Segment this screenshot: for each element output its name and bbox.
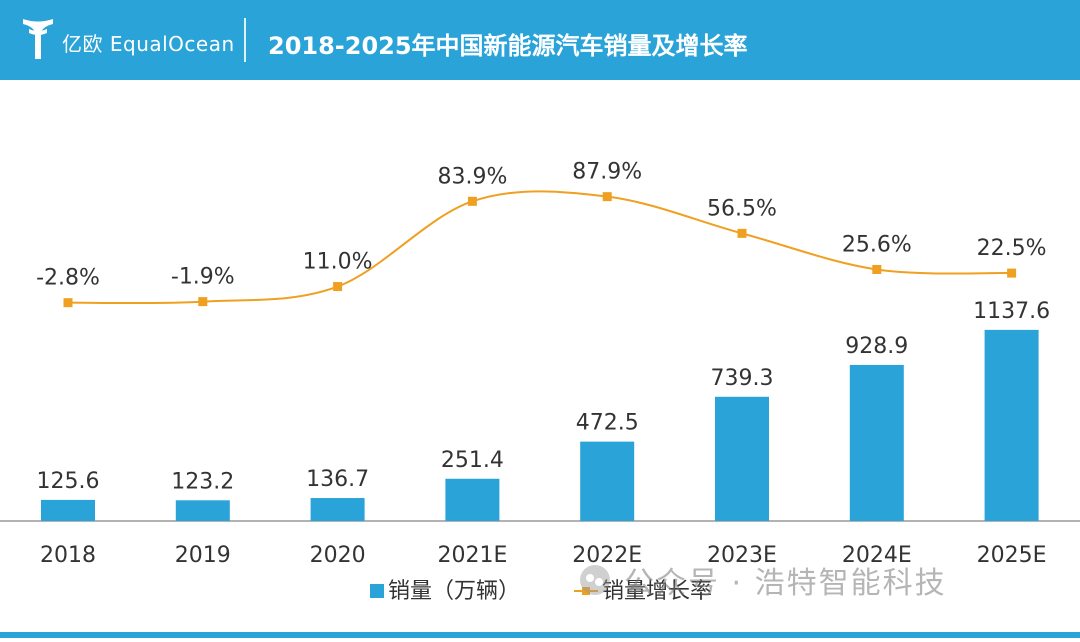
growth-rate-line xyxy=(67,190,1012,305)
growth-point-2019 xyxy=(198,297,208,307)
chart-title: 2018-2025年中国新能源汽车销量及增长率 xyxy=(268,32,748,60)
bar-2022E xyxy=(580,441,635,521)
bar-value-label: 136.7 xyxy=(306,467,369,492)
watermark: 公众号 · 浩特智能科技 xyxy=(580,558,947,602)
growth-point-2025E xyxy=(1007,268,1017,278)
category-label: 2022E xyxy=(572,543,642,568)
bar-value-label: 251.4 xyxy=(441,448,504,473)
growth-point-2022E xyxy=(602,192,612,202)
growth-value-label: 25.6% xyxy=(842,232,912,257)
bar-2019 xyxy=(175,500,230,521)
bar-2018 xyxy=(41,499,95,521)
category-label: 2018 xyxy=(40,543,96,568)
growth-value-label: 87.9% xyxy=(572,160,642,185)
legend-bar-swatch xyxy=(370,584,384,598)
chart-area: 125.6 2018 123.2 2019 136.7 2020 251.4 2021E 472… xyxy=(0,80,1080,638)
legend-line-label: 销量增长率 xyxy=(602,579,712,604)
category-label: 2021E xyxy=(437,543,507,568)
category-label: 2020 xyxy=(310,543,366,568)
category-label: 2023E xyxy=(707,543,777,568)
equalocean-logo-icon xyxy=(23,19,53,59)
wechat-icon xyxy=(580,565,610,595)
legend-line-marker xyxy=(582,587,590,595)
bottom-border xyxy=(0,632,1080,638)
category-label: 2025E xyxy=(977,543,1047,568)
bar-2021E xyxy=(445,478,500,521)
growth-value-label: 83.9% xyxy=(437,164,507,189)
growth-point-2020 xyxy=(333,282,343,292)
bar-value-label: 1137.6 xyxy=(973,299,1050,324)
legend-bar-label: 销量（万辆） xyxy=(388,579,520,604)
watermark-text: 公众号 · 浩特智能科技 xyxy=(624,566,947,601)
growth-value-label: -2.8% xyxy=(36,266,100,291)
bar-value-label: 472.5 xyxy=(576,411,639,436)
header-divider xyxy=(244,18,246,62)
category-label: 2019 xyxy=(175,543,231,568)
growth-value-label: 11.0% xyxy=(303,250,373,275)
growth-value-label: 22.5% xyxy=(977,236,1047,261)
bar-value-label: 928.9 xyxy=(845,334,908,359)
bar-value-label: 123.2 xyxy=(171,469,234,494)
growth-value-label: 56.5% xyxy=(707,196,777,221)
bar-2024E xyxy=(849,364,904,521)
growth-point-2018 xyxy=(63,298,73,308)
header-banner: 亿欧 EqualOcean 2018-2025年中国新能源汽车销量及增长率 xyxy=(0,0,1080,80)
category-label: 2024E xyxy=(842,543,912,568)
bar-2020 xyxy=(310,498,365,521)
growth-value-label: -1.9% xyxy=(171,265,235,290)
chart-svg: 125.6 2018 123.2 2019 136.7 2020 251.4 2021E 472… xyxy=(0,160,1080,604)
bar-value-label: 125.6 xyxy=(37,469,100,494)
growth-point-2024E xyxy=(872,264,882,274)
bar-2023E xyxy=(715,396,769,521)
bar-value-label: 739.3 xyxy=(711,366,774,391)
growth-point-2021E xyxy=(467,196,477,206)
bar-2025E xyxy=(984,329,1039,521)
logo-text: 亿欧 EqualOcean xyxy=(62,32,235,56)
growth-point-2023E xyxy=(737,228,747,238)
